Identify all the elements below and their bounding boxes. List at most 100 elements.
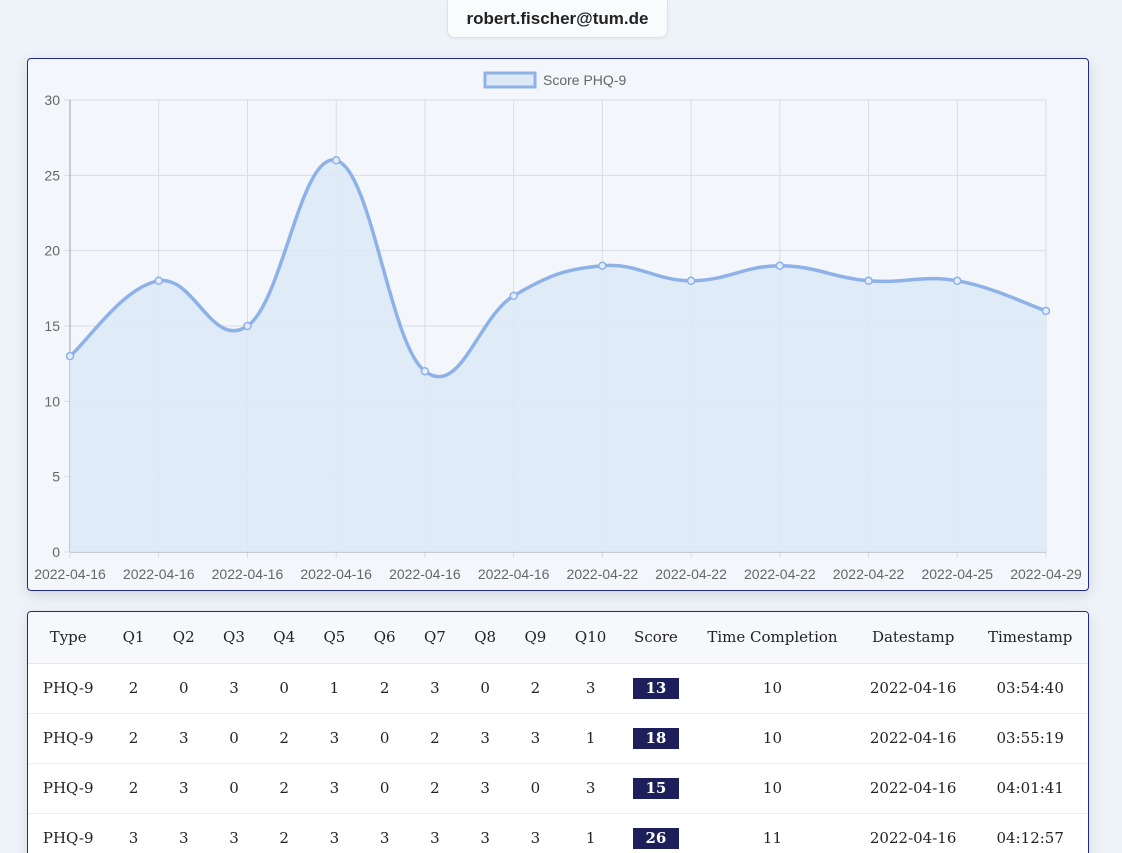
table-cell: 11	[691, 813, 854, 853]
table-cell: 3	[560, 763, 621, 814]
table-row: PHQ-9 2 0 3 0 1 2 3 0 2 3 13 10 2022-04-16 03:54:40	[28, 663, 1088, 714]
y-tick-label: 30	[44, 92, 60, 108]
user-email: robert.fischer@tum.de	[466, 8, 649, 28]
table-cell: 10	[691, 663, 854, 714]
table-cell: 3	[560, 663, 621, 714]
x-tick-label: 2022-04-16	[123, 566, 195, 582]
table-cell: 3	[208, 813, 260, 853]
column-header: Q3	[208, 612, 260, 664]
table-cell: 3	[409, 663, 461, 714]
table-cell: 3	[409, 813, 461, 853]
table-cell: 0	[359, 763, 410, 814]
y-tick-label: 25	[44, 167, 60, 183]
table-cell: 2	[510, 663, 561, 714]
table-cell: 2	[409, 713, 461, 764]
table-cell: 3	[510, 713, 561, 764]
table-cell: 3	[158, 763, 209, 814]
table-cell: 15	[620, 763, 692, 814]
y-tick-label: 15	[44, 318, 60, 334]
table-row: PHQ-9 3 3 3 2 3 3 3 3 3 1 26 11 2022-04-16 04:12:57	[28, 813, 1088, 853]
table-cell: 2022-04-16	[853, 813, 973, 853]
series-area	[70, 159, 1046, 552]
y-tick-label: 10	[44, 393, 60, 409]
table-cell: 2	[359, 663, 410, 714]
score-badge: 13	[632, 677, 679, 699]
column-header: Q10	[560, 612, 621, 664]
table-cell: PHQ-9	[28, 813, 109, 853]
table-cell: 1	[560, 713, 621, 764]
x-tick-label: 2022-04-22	[567, 566, 639, 582]
x-tick-label: 2022-04-29	[1010, 566, 1082, 582]
table-cell: 04:12:57	[972, 813, 1088, 853]
data-point	[331, 156, 341, 165]
data-point	[686, 276, 696, 286]
table-cell: 2	[259, 813, 310, 853]
column-header: Q5	[309, 612, 360, 664]
table-cell: 2022-04-16	[853, 763, 973, 814]
table-cell: 3	[460, 713, 511, 764]
table-cell: 10	[691, 763, 854, 814]
table-cell: PHQ-9	[28, 663, 109, 714]
x-tick-label: 2022-04-16	[300, 566, 372, 582]
x-tick-label: 2022-04-22	[744, 566, 816, 582]
score-line-chart: 0 5 10 15 20 25 30 2022-04-16 2022-04-16 2022-04-…	[34, 71, 1082, 582]
user-email-button[interactable]: robert.fischer@tum.de	[447, 0, 668, 38]
y-tick-label: 20	[44, 243, 60, 259]
column-header: Q7	[409, 612, 461, 664]
table-cell: 2	[108, 663, 159, 714]
data-point	[953, 276, 962, 286]
table-cell: 0	[158, 663, 209, 714]
table-cell: 26	[620, 813, 692, 853]
table-cell: 3	[208, 663, 260, 714]
data-point	[154, 276, 163, 286]
table-cell: 3	[108, 813, 159, 853]
data-point	[420, 366, 430, 376]
data-point	[509, 291, 518, 301]
score-badge: 15	[632, 777, 679, 799]
results-table-card: Type Q1 Q2 Q3 Q4 Q5 Q6 Q7 Q8 Q9 Q10 Score Time Compl…	[27, 611, 1089, 853]
column-header: Q9	[510, 612, 561, 664]
table-row: PHQ-9 2 3 0 2 3 0 2 3 3 1 18 10 2022-04-16 03:55:19	[28, 713, 1088, 764]
table-cell: 10	[691, 713, 854, 764]
y-tick-label: 5	[52, 469, 60, 485]
table-cell: 3	[510, 813, 561, 853]
table-cell: 04:01:41	[972, 763, 1088, 814]
table-cell: 1	[309, 663, 360, 714]
data-point	[598, 261, 607, 270]
x-tick-label: 2022-04-16	[212, 566, 284, 582]
table-cell: 0	[259, 663, 310, 714]
data-point	[65, 351, 75, 361]
table-cell: PHQ-9	[28, 713, 109, 764]
data-point	[775, 261, 785, 270]
column-header: Q6	[359, 612, 410, 664]
table-cell: 2022-04-16	[853, 663, 973, 714]
table-cell: 3	[309, 763, 360, 814]
table-header-row: Type Q1 Q2 Q3 Q4 Q5 Q6 Q7 Q8 Q9 Q10 Score Time Compl…	[28, 612, 1088, 664]
table-cell: 3	[460, 813, 511, 853]
table-cell: 2	[409, 763, 461, 814]
results-table: Type Q1 Q2 Q3 Q4 Q5 Q6 Q7 Q8 Q9 Q10 Score Time Compl…	[28, 612, 1088, 853]
series-line	[68, 158, 1047, 379]
table-row: PHQ-9 2 3 0 2 3 0 2 3 0 3 15 10 2022-04-16 04:01:41	[28, 763, 1088, 814]
table-cell: 13	[620, 663, 692, 714]
data-point	[243, 321, 252, 331]
table-body: PHQ-9 2 0 3 0 1 2 3 0 2 3 13 10 2022-04-16 03:54:40 PHQ…	[28, 663, 1088, 853]
table-cell: 1	[560, 813, 621, 853]
table-cell: 3	[309, 813, 360, 853]
table-cell: 0	[510, 763, 561, 814]
column-header: Datestamp	[853, 612, 973, 664]
table-cell: 3	[158, 813, 209, 853]
table-cell: 18	[620, 713, 692, 764]
table-cell: PHQ-9	[28, 763, 109, 814]
x-tick-label: 2022-04-16	[389, 566, 461, 582]
table-cell: 0	[359, 713, 410, 764]
table-cell: 3	[158, 713, 209, 764]
legend-swatch	[483, 71, 537, 89]
table-cell: 3	[359, 813, 410, 853]
table-cell: 2	[108, 763, 159, 814]
x-tick-label: 2022-04-22	[833, 566, 905, 582]
column-header: Time Completion	[691, 612, 854, 664]
column-header: Q4	[259, 612, 310, 664]
table-cell: 03:54:40	[972, 663, 1088, 714]
table-cell: 2022-04-16	[853, 713, 973, 764]
